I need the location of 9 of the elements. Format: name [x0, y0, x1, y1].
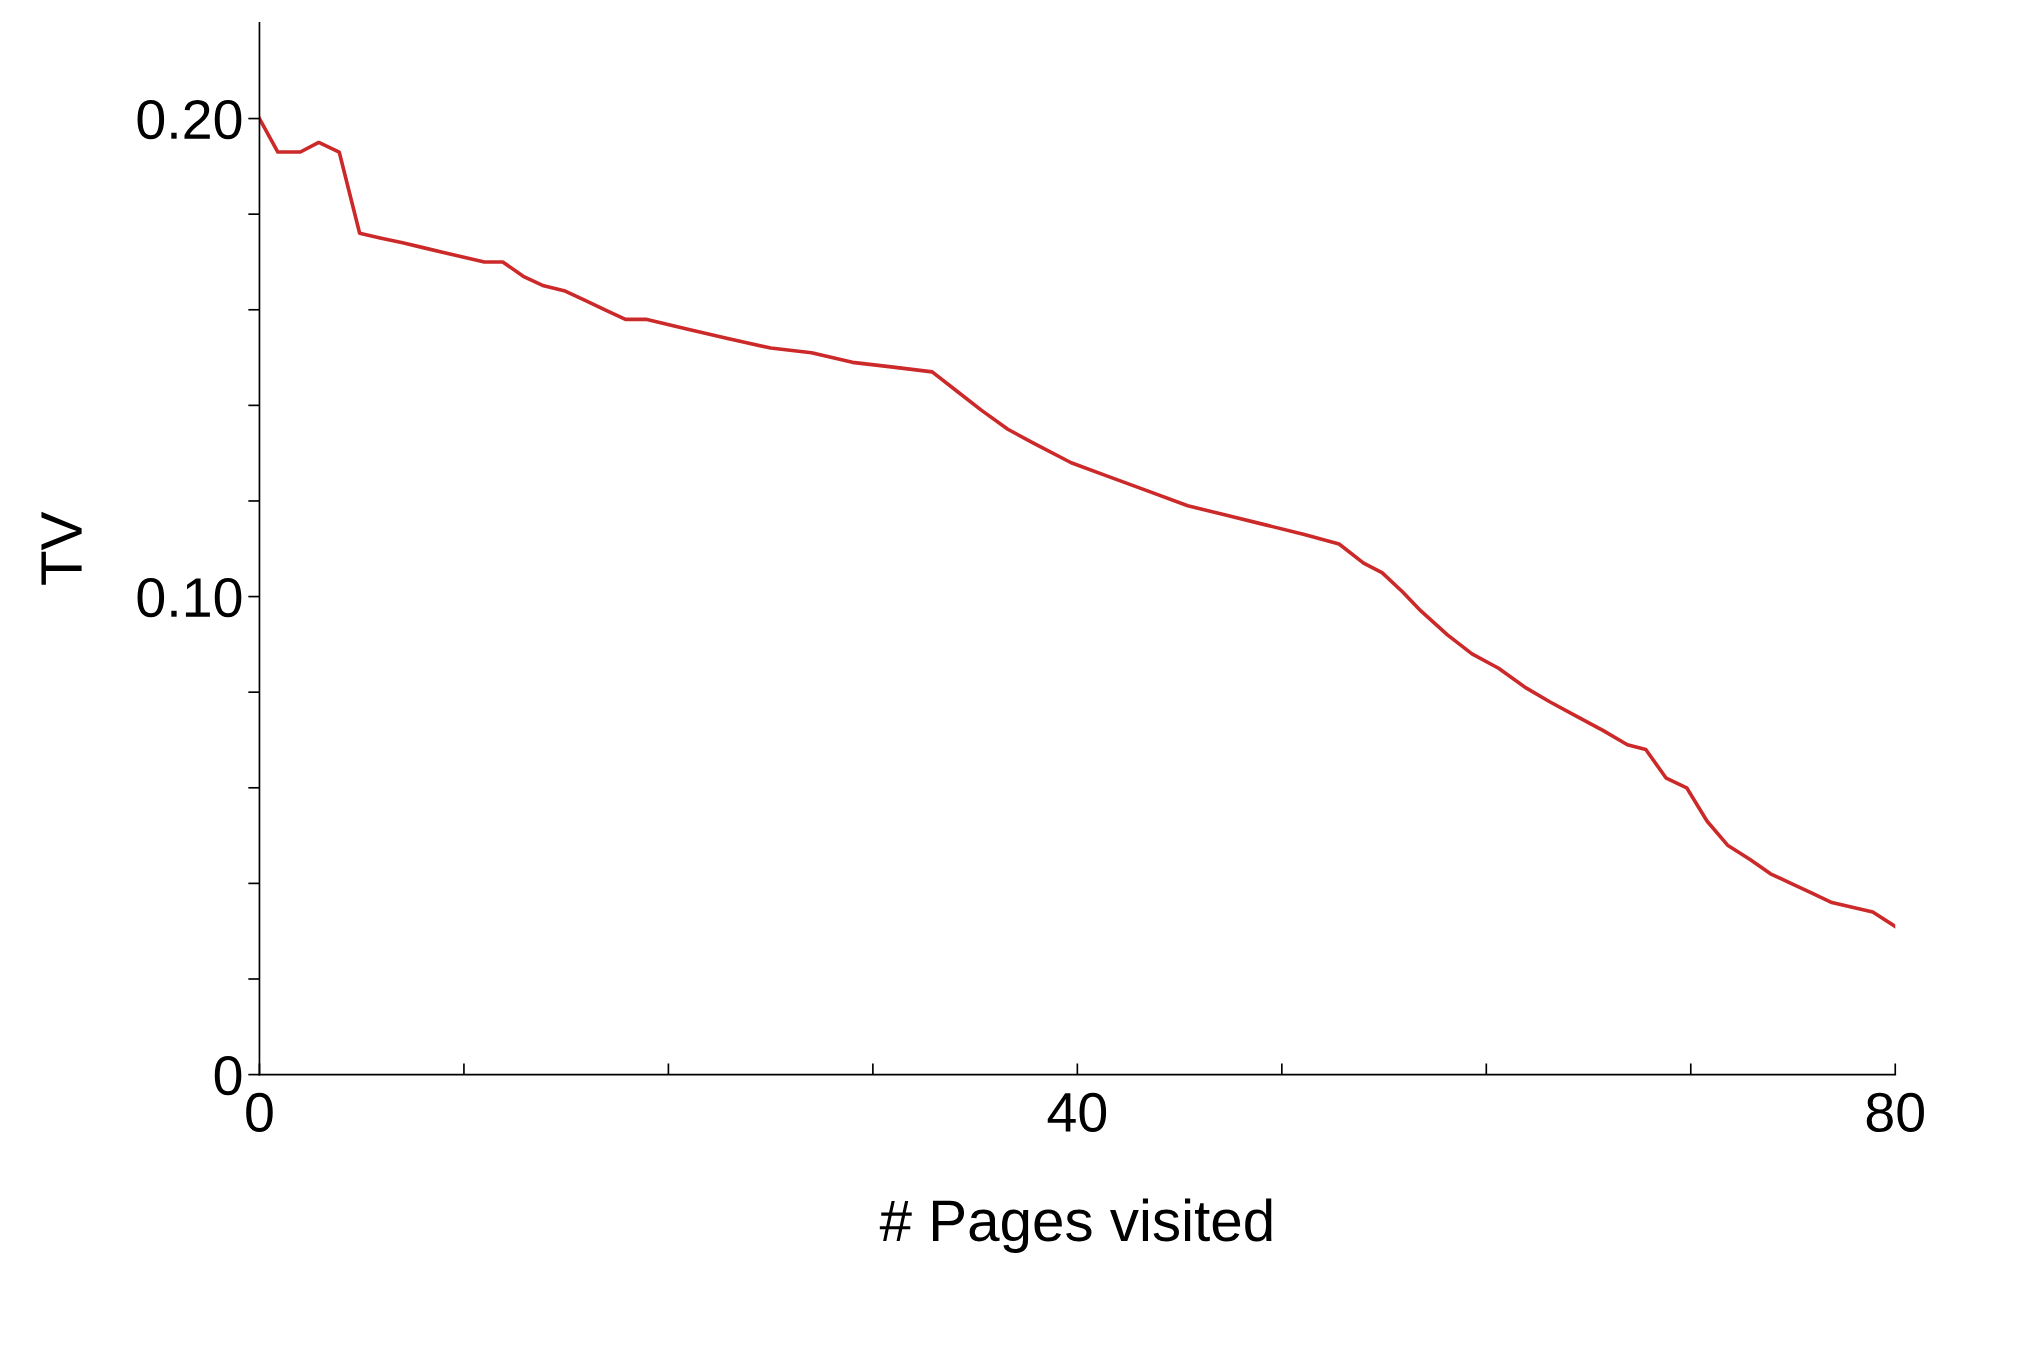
x-tick-label: 80	[1866, 1092, 1924, 1133]
y-tick-label: 0.20	[137, 99, 242, 140]
x-tick-label: 0	[246, 1092, 273, 1133]
line-series	[259, 116, 1896, 929]
x-axis-title: # Pages visited	[879, 1198, 1272, 1253]
x-tick-label: 40	[1047, 1092, 1107, 1133]
y-tick-label: 0.10	[137, 577, 242, 618]
y-tick-label: 0	[214, 1055, 242, 1096]
y-axis-title: TV	[41, 511, 82, 585]
